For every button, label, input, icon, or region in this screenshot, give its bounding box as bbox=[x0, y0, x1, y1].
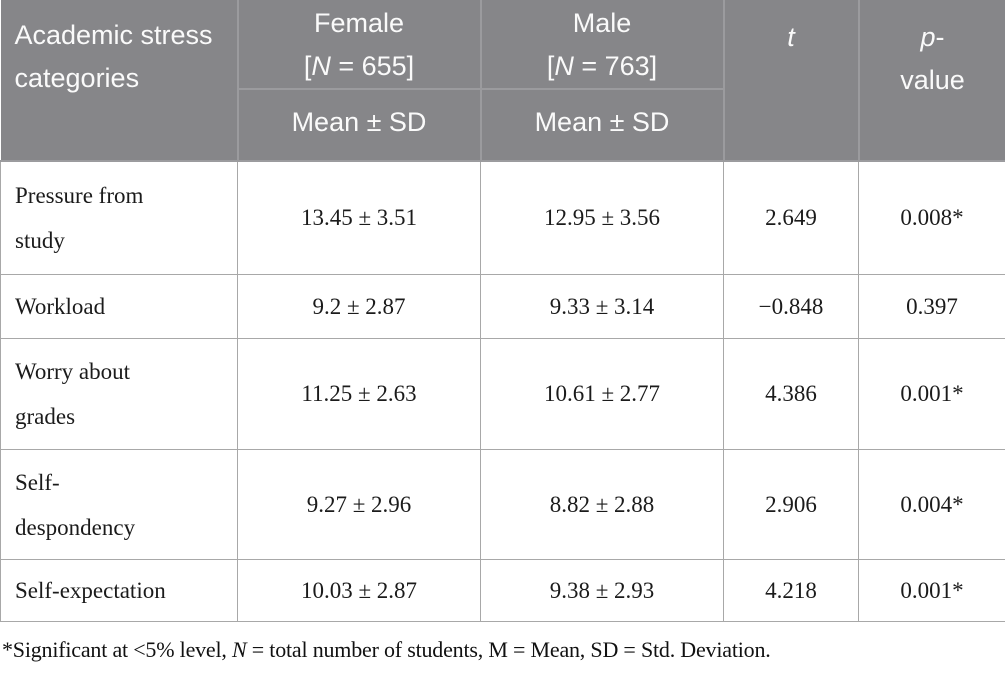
cell-t: 4.218 bbox=[723, 559, 859, 622]
cell-p: 0.001* bbox=[858, 338, 1005, 450]
header-category-label: Academic stress categories bbox=[14, 20, 213, 93]
header-p-value-line2: value bbox=[900, 65, 965, 95]
cell-male-mean-sd: 9.38 ± 2.93 bbox=[480, 559, 724, 622]
header-p-value: p-value bbox=[857, 0, 1005, 162]
header-category: Academic stress categories bbox=[0, 0, 239, 162]
cell-female-mean-sd: 10.03 ± 2.87 bbox=[237, 559, 481, 622]
cell-category: Worry about grades bbox=[0, 338, 238, 450]
t-symbol: t bbox=[787, 22, 795, 52]
cell-t: −0.848 bbox=[723, 274, 859, 339]
header-female-n: [N = 655] bbox=[303, 51, 415, 81]
header-female-name: Female bbox=[313, 8, 405, 38]
cell-category: Pressure from study bbox=[0, 160, 238, 275]
header-row-stats: Mean ± SD Mean ± SD bbox=[1, 88, 1005, 162]
table-row: Pressure from study 13.45 ± 3.51 12.95 ±… bbox=[0, 160, 1005, 275]
header-row-groups: Academic stress categories Female [N = 6… bbox=[0, 0, 1005, 162]
table-row: Self- despondency 9.27 ± 2.96 8.82 ± 2.8… bbox=[0, 449, 1005, 560]
cell-male-mean-sd: 12.95 ± 3.56 bbox=[480, 160, 724, 275]
cell-female-mean-sd: 13.45 ± 3.51 bbox=[237, 160, 481, 275]
header-female: Female [N = 655] bbox=[236, 0, 482, 90]
n-symbol: N bbox=[232, 637, 247, 662]
cell-category: Workload bbox=[0, 274, 238, 339]
cell-t: 2.649 bbox=[723, 160, 859, 275]
cell-category: Self-expectation bbox=[0, 559, 238, 622]
cell-t: 2.906 bbox=[723, 449, 859, 560]
header-male-name: Male bbox=[572, 8, 632, 38]
academic-stress-table: Academic stress categories Female [N = 6… bbox=[0, 0, 1005, 622]
header-male-mean-sd: Mean ± SD bbox=[479, 88, 725, 162]
n-symbol: N bbox=[311, 51, 331, 81]
cell-female-mean-sd: 11.25 ± 2.63 bbox=[237, 338, 481, 450]
cell-p: 0.004* bbox=[858, 449, 1005, 560]
header-male-n: [N = 763] bbox=[546, 51, 658, 81]
cell-p: 0.001* bbox=[858, 559, 1005, 622]
table-footnote: *Significant at <5% level, N = total num… bbox=[2, 637, 771, 662]
n-symbol: N bbox=[554, 51, 574, 81]
header-female-mean-sd: Mean ± SD bbox=[236, 88, 482, 162]
table-row: Workload 9.2 ± 2.87 9.33 ± 3.14 −0.848 0… bbox=[0, 274, 1005, 339]
table-body: Pressure from study 13.45 ± 3.51 12.95 ±… bbox=[0, 160, 1005, 622]
cell-p: 0.397 bbox=[858, 274, 1005, 339]
header-male: Male [N = 763] bbox=[479, 0, 725, 90]
table-row: Worry about grades 11.25 ± 2.63 10.61 ± … bbox=[0, 338, 1005, 450]
cell-male-mean-sd: 8.82 ± 2.88 bbox=[480, 449, 724, 560]
cell-male-mean-sd: 10.61 ± 2.77 bbox=[480, 338, 724, 450]
cell-female-mean-sd: 9.2 ± 2.87 bbox=[237, 274, 481, 339]
header-t: t bbox=[722, 0, 860, 162]
cell-female-mean-sd: 9.27 ± 2.96 bbox=[237, 449, 481, 560]
table-row: Self-expectation 10.03 ± 2.87 9.38 ± 2.9… bbox=[0, 559, 1005, 622]
p-symbol: p bbox=[920, 22, 936, 52]
cell-p: 0.008* bbox=[858, 160, 1005, 275]
table-header: Academic stress categories Female [N = 6… bbox=[0, 0, 1005, 162]
cell-male-mean-sd: 9.33 ± 3.14 bbox=[480, 274, 724, 339]
cell-category: Self- despondency bbox=[0, 449, 238, 560]
cell-t: 4.386 bbox=[723, 338, 859, 450]
